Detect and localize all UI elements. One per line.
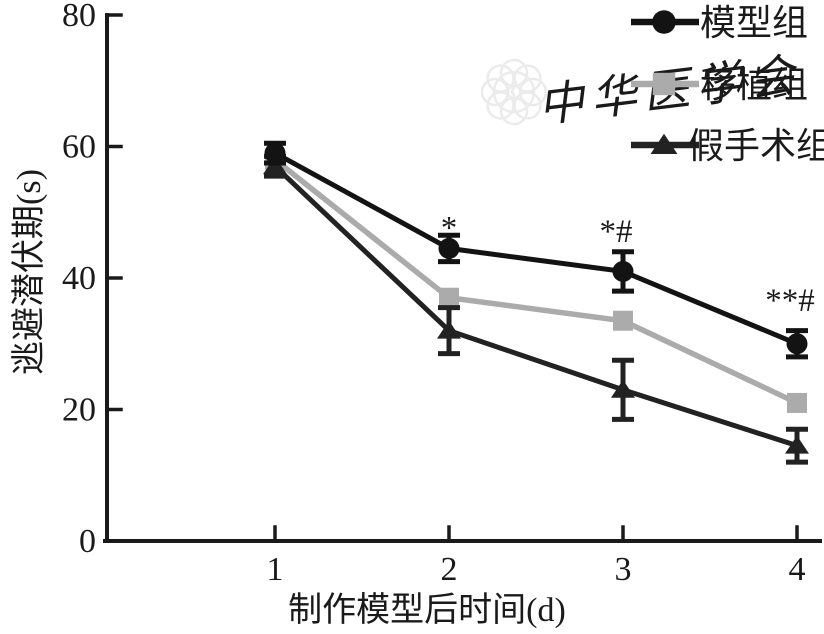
- legend-item-移植组: 移植组: [631, 65, 808, 105]
- marker-triangle: [785, 435, 809, 454]
- y-tick-label: 60: [62, 129, 96, 166]
- marker-square: [787, 392, 807, 413]
- marker-circle: [264, 142, 286, 164]
- series-line: [273, 150, 798, 347]
- marker-triangle: [650, 133, 678, 154]
- marker-triangle: [611, 379, 635, 398]
- significance-annotation: *#: [600, 214, 633, 250]
- x-tick-label: 1: [267, 551, 284, 588]
- series-line: [273, 157, 799, 406]
- y-tick-label: 40: [62, 260, 96, 297]
- marker-circle: [786, 333, 808, 355]
- marker-circle: [612, 260, 634, 282]
- emblem-inner-ring: [492, 70, 536, 114]
- y-tick-label: 20: [62, 392, 96, 429]
- x-tick-label: 2: [441, 551, 458, 588]
- x-tick-label: 3: [615, 551, 632, 588]
- marker-circle: [438, 237, 460, 259]
- x-tick-label: 4: [789, 551, 806, 588]
- series-移植组: [265, 149, 807, 413]
- legend-label: 移植组: [700, 65, 808, 105]
- cma-emblem-watermark: [480, 58, 548, 126]
- emblem-petal: [518, 77, 548, 107]
- y-axis-title: 逃避潜伏期(s): [10, 169, 48, 375]
- y-tick-label: 80: [62, 0, 96, 34]
- marker-square: [652, 72, 676, 96]
- series-模型组: [264, 140, 808, 360]
- axes: [103, 13, 822, 543]
- marker-circle: [652, 10, 676, 34]
- y-tick-label: 0: [79, 523, 96, 560]
- legend-label: 模型组: [700, 3, 808, 43]
- marker-square: [439, 287, 459, 308]
- significance-annotation: *: [441, 211, 458, 247]
- significance-annotation: **#: [765, 283, 815, 319]
- series-line: [273, 164, 798, 449]
- legend-item-模型组: 模型组: [631, 3, 808, 43]
- emblem-petal: [513, 64, 542, 93]
- emblem-serpent-staff-icon: [510, 78, 518, 103]
- legend-label: 假手术组: [688, 126, 824, 166]
- x-axis-title: 制作模型后时间(d): [288, 591, 566, 629]
- legend-item-假手术组: 假手术组: [631, 126, 824, 166]
- marker-square: [613, 310, 633, 331]
- emblem-petal: [480, 77, 510, 107]
- marker-triangle: [437, 320, 461, 339]
